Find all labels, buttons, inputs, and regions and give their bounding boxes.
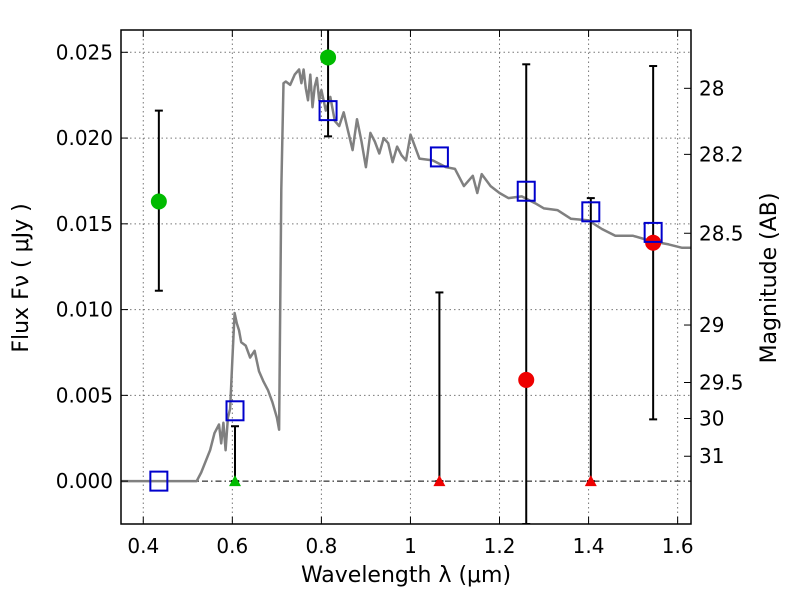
upper-limit-triangle	[229, 475, 241, 487]
right-tick-label: 28	[699, 76, 724, 100]
y-tick-label: 0.005	[56, 383, 113, 407]
model-flux-square	[516, 180, 536, 202]
x-tick-label: 0.6	[216, 534, 248, 558]
y-tick-label: 0.010	[56, 298, 113, 322]
model-flux-square	[318, 100, 338, 122]
model-flux-square	[429, 146, 449, 168]
data-point-circle	[150, 193, 167, 210]
y-tick-label: 0.020	[56, 126, 113, 150]
model-flux-square	[225, 400, 245, 422]
x-tick-label: 1.2	[484, 534, 516, 558]
data-point-circle	[320, 49, 337, 66]
axis-ticks: 0.4 0.6 0.8 1 1.2 1.4 1.6 0.000 0.005 0.010 0.015 0…	[56, 30, 744, 558]
model-flux-square	[643, 221, 663, 243]
y-tick-label: 0.025	[56, 40, 113, 64]
x-tick-label: 1	[404, 534, 417, 558]
right-tick-label: 28.5	[699, 221, 744, 245]
x-axis-label: Wavelength λ (μm)	[301, 563, 511, 588]
model-flux-square	[581, 201, 601, 223]
data-point-circle	[518, 371, 535, 388]
grid-lines	[121, 30, 691, 524]
right-tick-label: 29.5	[699, 370, 744, 394]
right-tick-label: 28.2	[699, 142, 744, 166]
y-tick-label: 0.000	[56, 469, 113, 493]
x-tick-label: 1.4	[573, 534, 605, 558]
model-flux-square	[149, 470, 169, 492]
plot-frame	[120, 29, 692, 525]
x-tick-label: 0.8	[305, 534, 337, 558]
x-tick-label: 1.6	[662, 534, 694, 558]
upper-limit-triangle	[584, 475, 597, 487]
right-tick-label: 30	[699, 407, 724, 431]
upper-limit-triangle	[433, 475, 446, 487]
right-axis-label: Magnitude (AB)	[757, 193, 782, 364]
right-tick-label: 29	[699, 313, 724, 337]
y-axis-label: Flux Fν ( μJy )	[9, 203, 34, 352]
y-tick-label: 0.015	[56, 212, 113, 236]
x-tick-label: 0.4	[127, 534, 159, 558]
model-spectrum-line	[121, 68, 691, 483]
plot-area	[121, 30, 691, 524]
right-tick-label: 31	[699, 444, 724, 468]
